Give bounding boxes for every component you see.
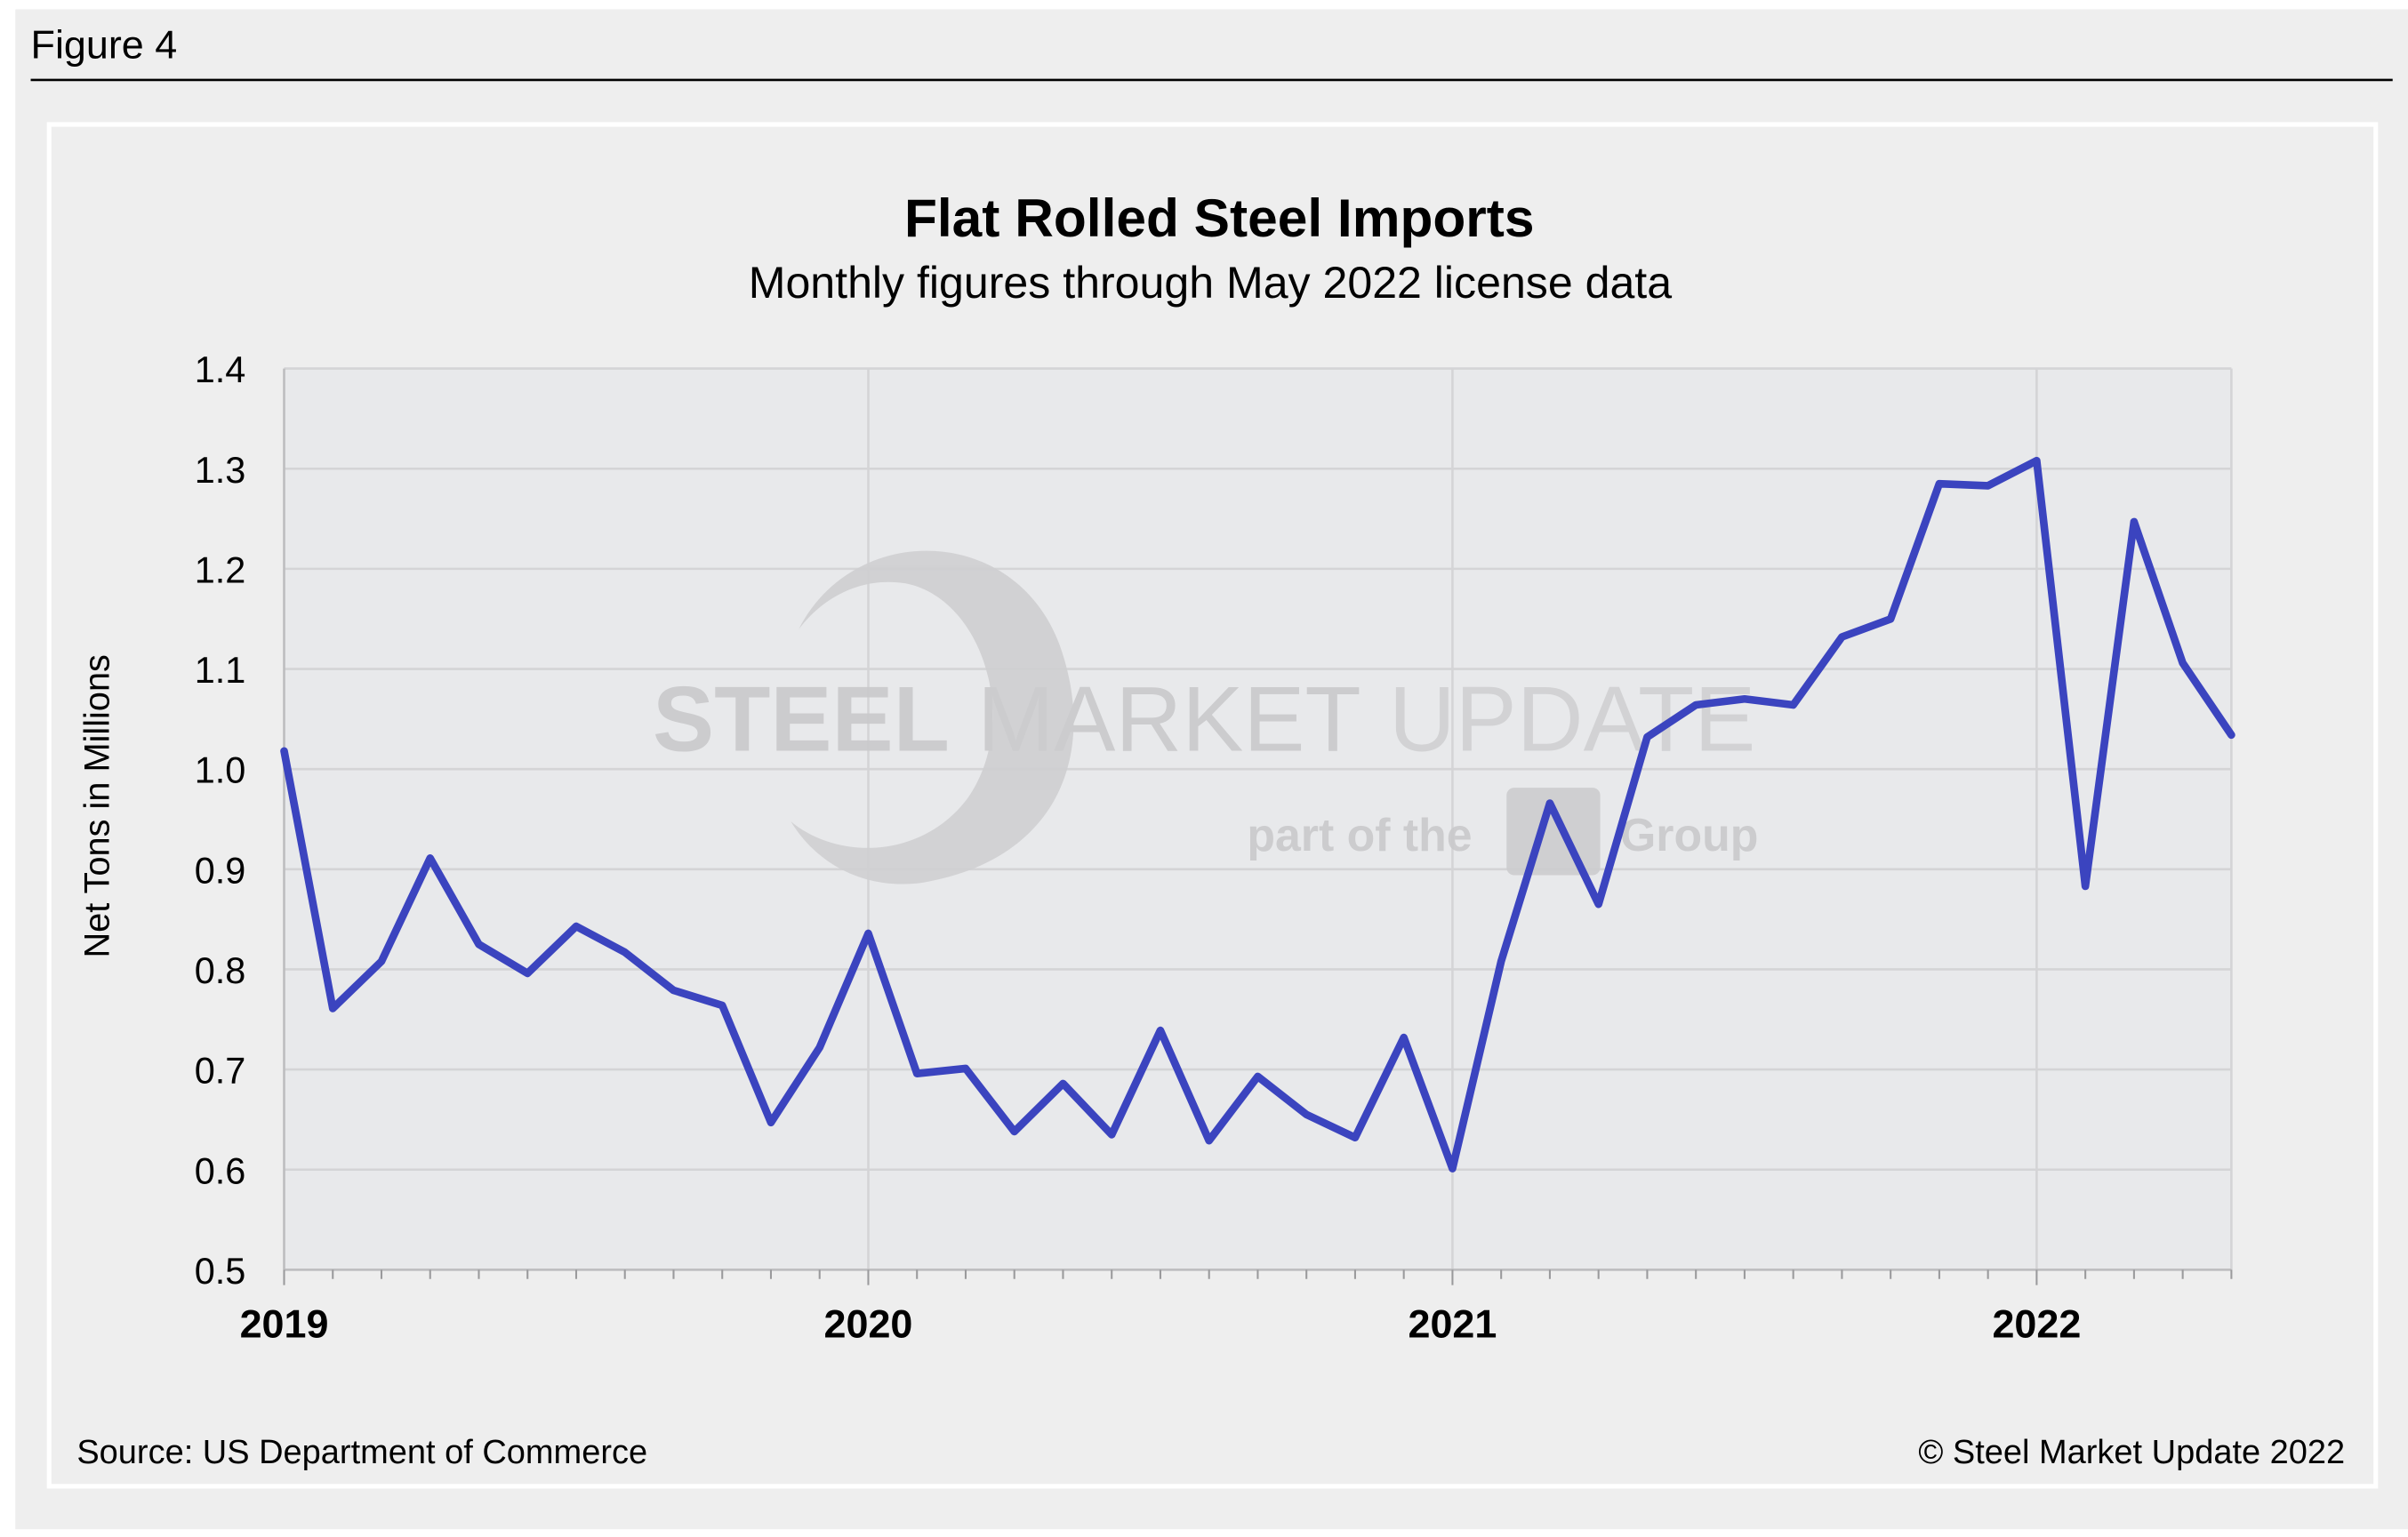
watermark-steel: STEEL: [653, 668, 950, 771]
y-axis-label: Net Tons in Millions: [78, 654, 117, 957]
source-note: Source: US Department of Commerce: [76, 1434, 647, 1471]
x-axis: 2019 2020 2021 2022: [240, 368, 2233, 1346]
plot-area: [284, 368, 2232, 1270]
y-tick-label: 0.6: [195, 1149, 246, 1191]
gridlines: [284, 367, 2233, 1271]
y-axis: 0.5 0.6 0.7 0.8 0.9 1.0 1.1 1.2 1.3 1.4: [195, 348, 246, 1292]
watermark-logo-icon: [1506, 788, 1601, 876]
y-tick-label: 1.2: [195, 548, 246, 590]
copyright-note: © Steel Market Update 2022: [1918, 1434, 2345, 1471]
x-tick-label: 2021: [1408, 1301, 1497, 1346]
watermark: STEEL MARKET UPDATE part of the Group: [653, 550, 1758, 885]
x-tick-label: 2020: [824, 1301, 913, 1346]
y-tick-label: 0.5: [195, 1250, 246, 1292]
y-tick-label: 1.4: [195, 348, 246, 390]
watermark-tagline-post: Group: [1620, 809, 1758, 861]
watermark-update: UPDATE: [1389, 668, 1756, 771]
y-tick-label: 0.9: [195, 849, 246, 891]
watermark-tagline-pre: part of the: [1247, 809, 1472, 861]
y-tick-label: 0.7: [195, 1050, 246, 1092]
watermark-market: MARKET: [977, 668, 1361, 771]
chart-subtitle: Monthly figures through May 2022 license…: [749, 258, 1672, 308]
x-tick-label: 2022: [1992, 1301, 2081, 1346]
figure-label: Figure 4: [31, 22, 178, 68]
y-tick-label: 1.1: [195, 649, 246, 691]
y-tick-label: 0.8: [195, 949, 246, 991]
y-tick-label: 1.0: [195, 749, 246, 791]
y-tick-label: 1.3: [195, 449, 246, 491]
series-imports: [280, 456, 2235, 1173]
chart-title: Flat Rolled Steel Imports: [904, 188, 1535, 248]
x-tick-label: 2019: [240, 1301, 329, 1346]
watermark-swoosh-icon: [791, 550, 1074, 885]
